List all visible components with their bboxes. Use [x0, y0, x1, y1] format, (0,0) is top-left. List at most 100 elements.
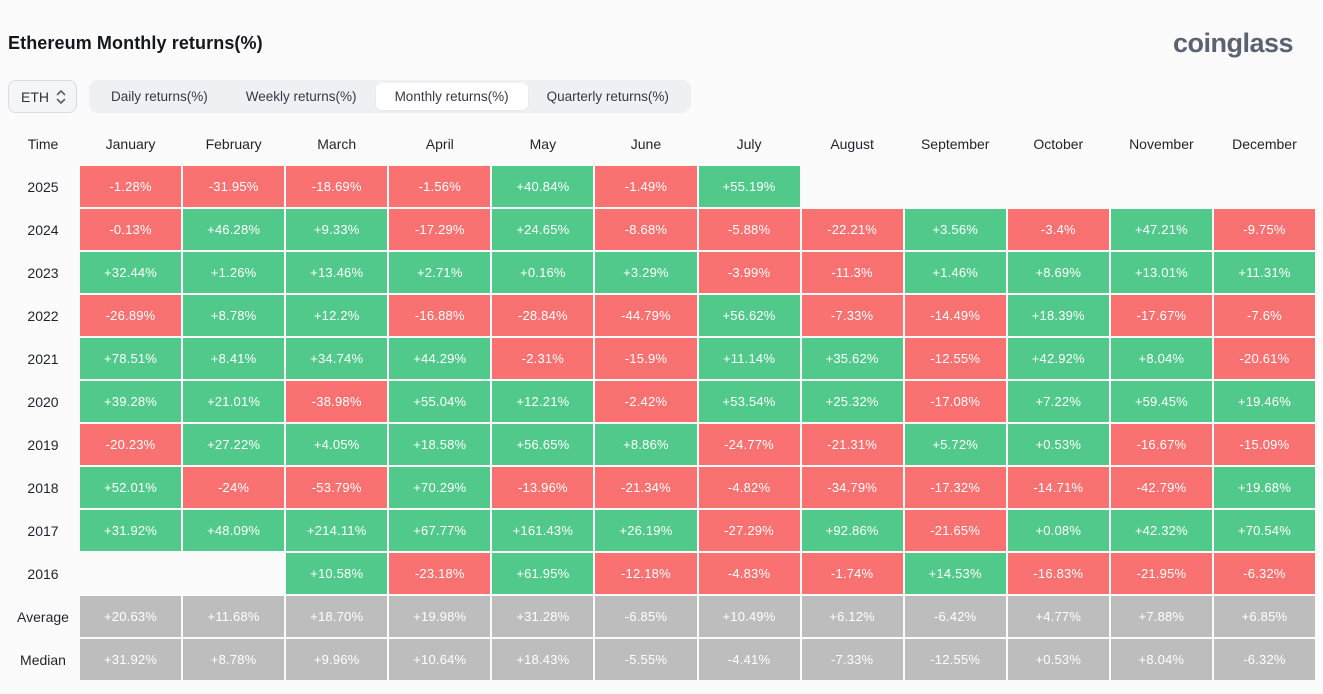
- page-header: Ethereum Monthly returns(%) coinglass: [8, 0, 1315, 59]
- return-cell: +67.77%: [389, 510, 491, 551]
- return-cell: +56.62%: [698, 295, 800, 336]
- tab-quarterly[interactable]: Quarterly returns(%): [546, 89, 669, 104]
- return-cell: +46.28%: [183, 209, 285, 250]
- return-cell: -2.31%: [492, 338, 594, 379]
- row-label-2022: 2022: [27, 307, 59, 324]
- return-cell: +78.51%: [80, 338, 182, 379]
- return-cell: -7.33%: [801, 295, 903, 336]
- return-cell: +0.53%: [1007, 639, 1109, 680]
- return-cell: -12.18%: [595, 553, 697, 594]
- column-header-january: January: [105, 136, 156, 152]
- symbol-select[interactable]: ETH: [8, 80, 77, 113]
- row-label-2024: 2024: [27, 221, 59, 238]
- row-label-median: Median: [20, 651, 66, 668]
- return-cell: +53.54%: [698, 381, 800, 422]
- return-cell: +0.08%: [1007, 510, 1109, 551]
- return-cell: +31.92%: [80, 639, 182, 680]
- return-cell: +7.22%: [1007, 381, 1109, 422]
- return-cell: -2.42%: [595, 381, 697, 422]
- return-cell: -7.6%: [1213, 295, 1315, 336]
- return-cell: -34.79%: [801, 467, 903, 508]
- return-cell: +8.69%: [1007, 252, 1109, 293]
- return-cell: +5.72%: [904, 424, 1006, 465]
- return-cell: -17.29%: [389, 209, 491, 250]
- return-cell: +25.32%: [801, 381, 903, 422]
- return-cell: +13.01%: [1110, 252, 1212, 293]
- return-cell: -21.65%: [904, 510, 1006, 551]
- return-cell: -17.67%: [1110, 295, 1212, 336]
- return-cell: +2.71%: [389, 252, 491, 293]
- return-cell: +13.46%: [286, 252, 388, 293]
- column-header-time: Time: [27, 136, 59, 152]
- return-cell: -18.69%: [286, 166, 388, 207]
- return-cell-empty: [802, 166, 903, 207]
- return-cell: +20.63%: [80, 596, 182, 637]
- return-cell: -21.34%: [595, 467, 697, 508]
- return-cell: -53.79%: [286, 467, 388, 508]
- column-header-august: August: [830, 136, 874, 152]
- return-cell: +19.46%: [1213, 381, 1315, 422]
- return-cell: -42.79%: [1110, 467, 1212, 508]
- return-cell: -0.13%: [80, 209, 182, 250]
- return-cell: -15.9%: [595, 338, 697, 379]
- return-cell: -28.84%: [492, 295, 594, 336]
- return-cell: +8.78%: [183, 639, 285, 680]
- return-cell: +19.98%: [389, 596, 491, 637]
- return-cell: +8.41%: [183, 338, 285, 379]
- return-cell: -6.42%: [904, 596, 1006, 637]
- return-cell-empty: [80, 553, 181, 594]
- return-cell: +9.96%: [286, 639, 388, 680]
- return-cell: +52.01%: [80, 467, 182, 508]
- row-label-2025: 2025: [27, 178, 59, 195]
- return-cell: -12.55%: [904, 338, 1006, 379]
- row-label-2023: 2023: [27, 264, 59, 281]
- return-cell: -1.74%: [801, 553, 903, 594]
- return-cell: -1.49%: [595, 166, 697, 207]
- column-header-december: December: [1232, 136, 1297, 152]
- returns-page: Ethereum Monthly returns(%) coinglass ET…: [8, 0, 1315, 680]
- return-cell: -9.75%: [1213, 209, 1315, 250]
- return-cell: -11.3%: [801, 252, 903, 293]
- return-cell: +8.86%: [595, 424, 697, 465]
- return-cell: +21.01%: [183, 381, 285, 422]
- symbol-select-value: ETH: [21, 88, 49, 105]
- return-cell: -6.32%: [1213, 639, 1315, 680]
- return-cell: +161.43%: [492, 510, 594, 551]
- return-cell: -31.95%: [183, 166, 285, 207]
- return-cell: -7.33%: [801, 639, 903, 680]
- return-cell: +31.28%: [492, 596, 594, 637]
- return-cell-empty: [1214, 166, 1315, 207]
- return-cell: +18.39%: [1007, 295, 1109, 336]
- brand-logo[interactable]: coinglass: [1172, 28, 1294, 58]
- returns-grid: Time January February March April May June July…: [8, 124, 1315, 680]
- return-cell: -1.56%: [389, 166, 491, 207]
- return-cell: +11.68%: [183, 596, 285, 637]
- return-cell: +8.04%: [1110, 639, 1212, 680]
- return-cell: +44.29%: [389, 338, 491, 379]
- row-label-2020: 2020: [27, 393, 59, 410]
- return-cell: -4.82%: [698, 467, 800, 508]
- return-cell: +4.05%: [286, 424, 388, 465]
- tab-monthly[interactable]: Monthly returns(%): [375, 83, 528, 110]
- return-cell: +61.95%: [492, 553, 594, 594]
- return-cell: -23.18%: [389, 553, 491, 594]
- return-cell: -20.23%: [80, 424, 182, 465]
- return-cell: +24.65%: [492, 209, 594, 250]
- tab-daily[interactable]: Daily returns(%): [111, 89, 208, 104]
- return-cell: -4.41%: [698, 639, 800, 680]
- return-cell-empty: [1008, 166, 1109, 207]
- return-cell: +47.21%: [1110, 209, 1212, 250]
- return-cell: +34.74%: [286, 338, 388, 379]
- column-header-march: March: [317, 136, 357, 152]
- return-cell: +11.31%: [1213, 252, 1315, 293]
- return-cell: +18.58%: [389, 424, 491, 465]
- tab-weekly[interactable]: Weekly returns(%): [245, 89, 357, 104]
- return-cell: +10.58%: [286, 553, 388, 594]
- return-cell: +3.29%: [595, 252, 697, 293]
- row-label-2016: 2016: [27, 565, 59, 582]
- return-cell: -20.61%: [1213, 338, 1315, 379]
- return-cell: +1.46%: [904, 252, 1006, 293]
- return-cell: +70.29%: [389, 467, 491, 508]
- return-cell: -24%: [183, 467, 285, 508]
- return-cell: +48.09%: [183, 510, 285, 551]
